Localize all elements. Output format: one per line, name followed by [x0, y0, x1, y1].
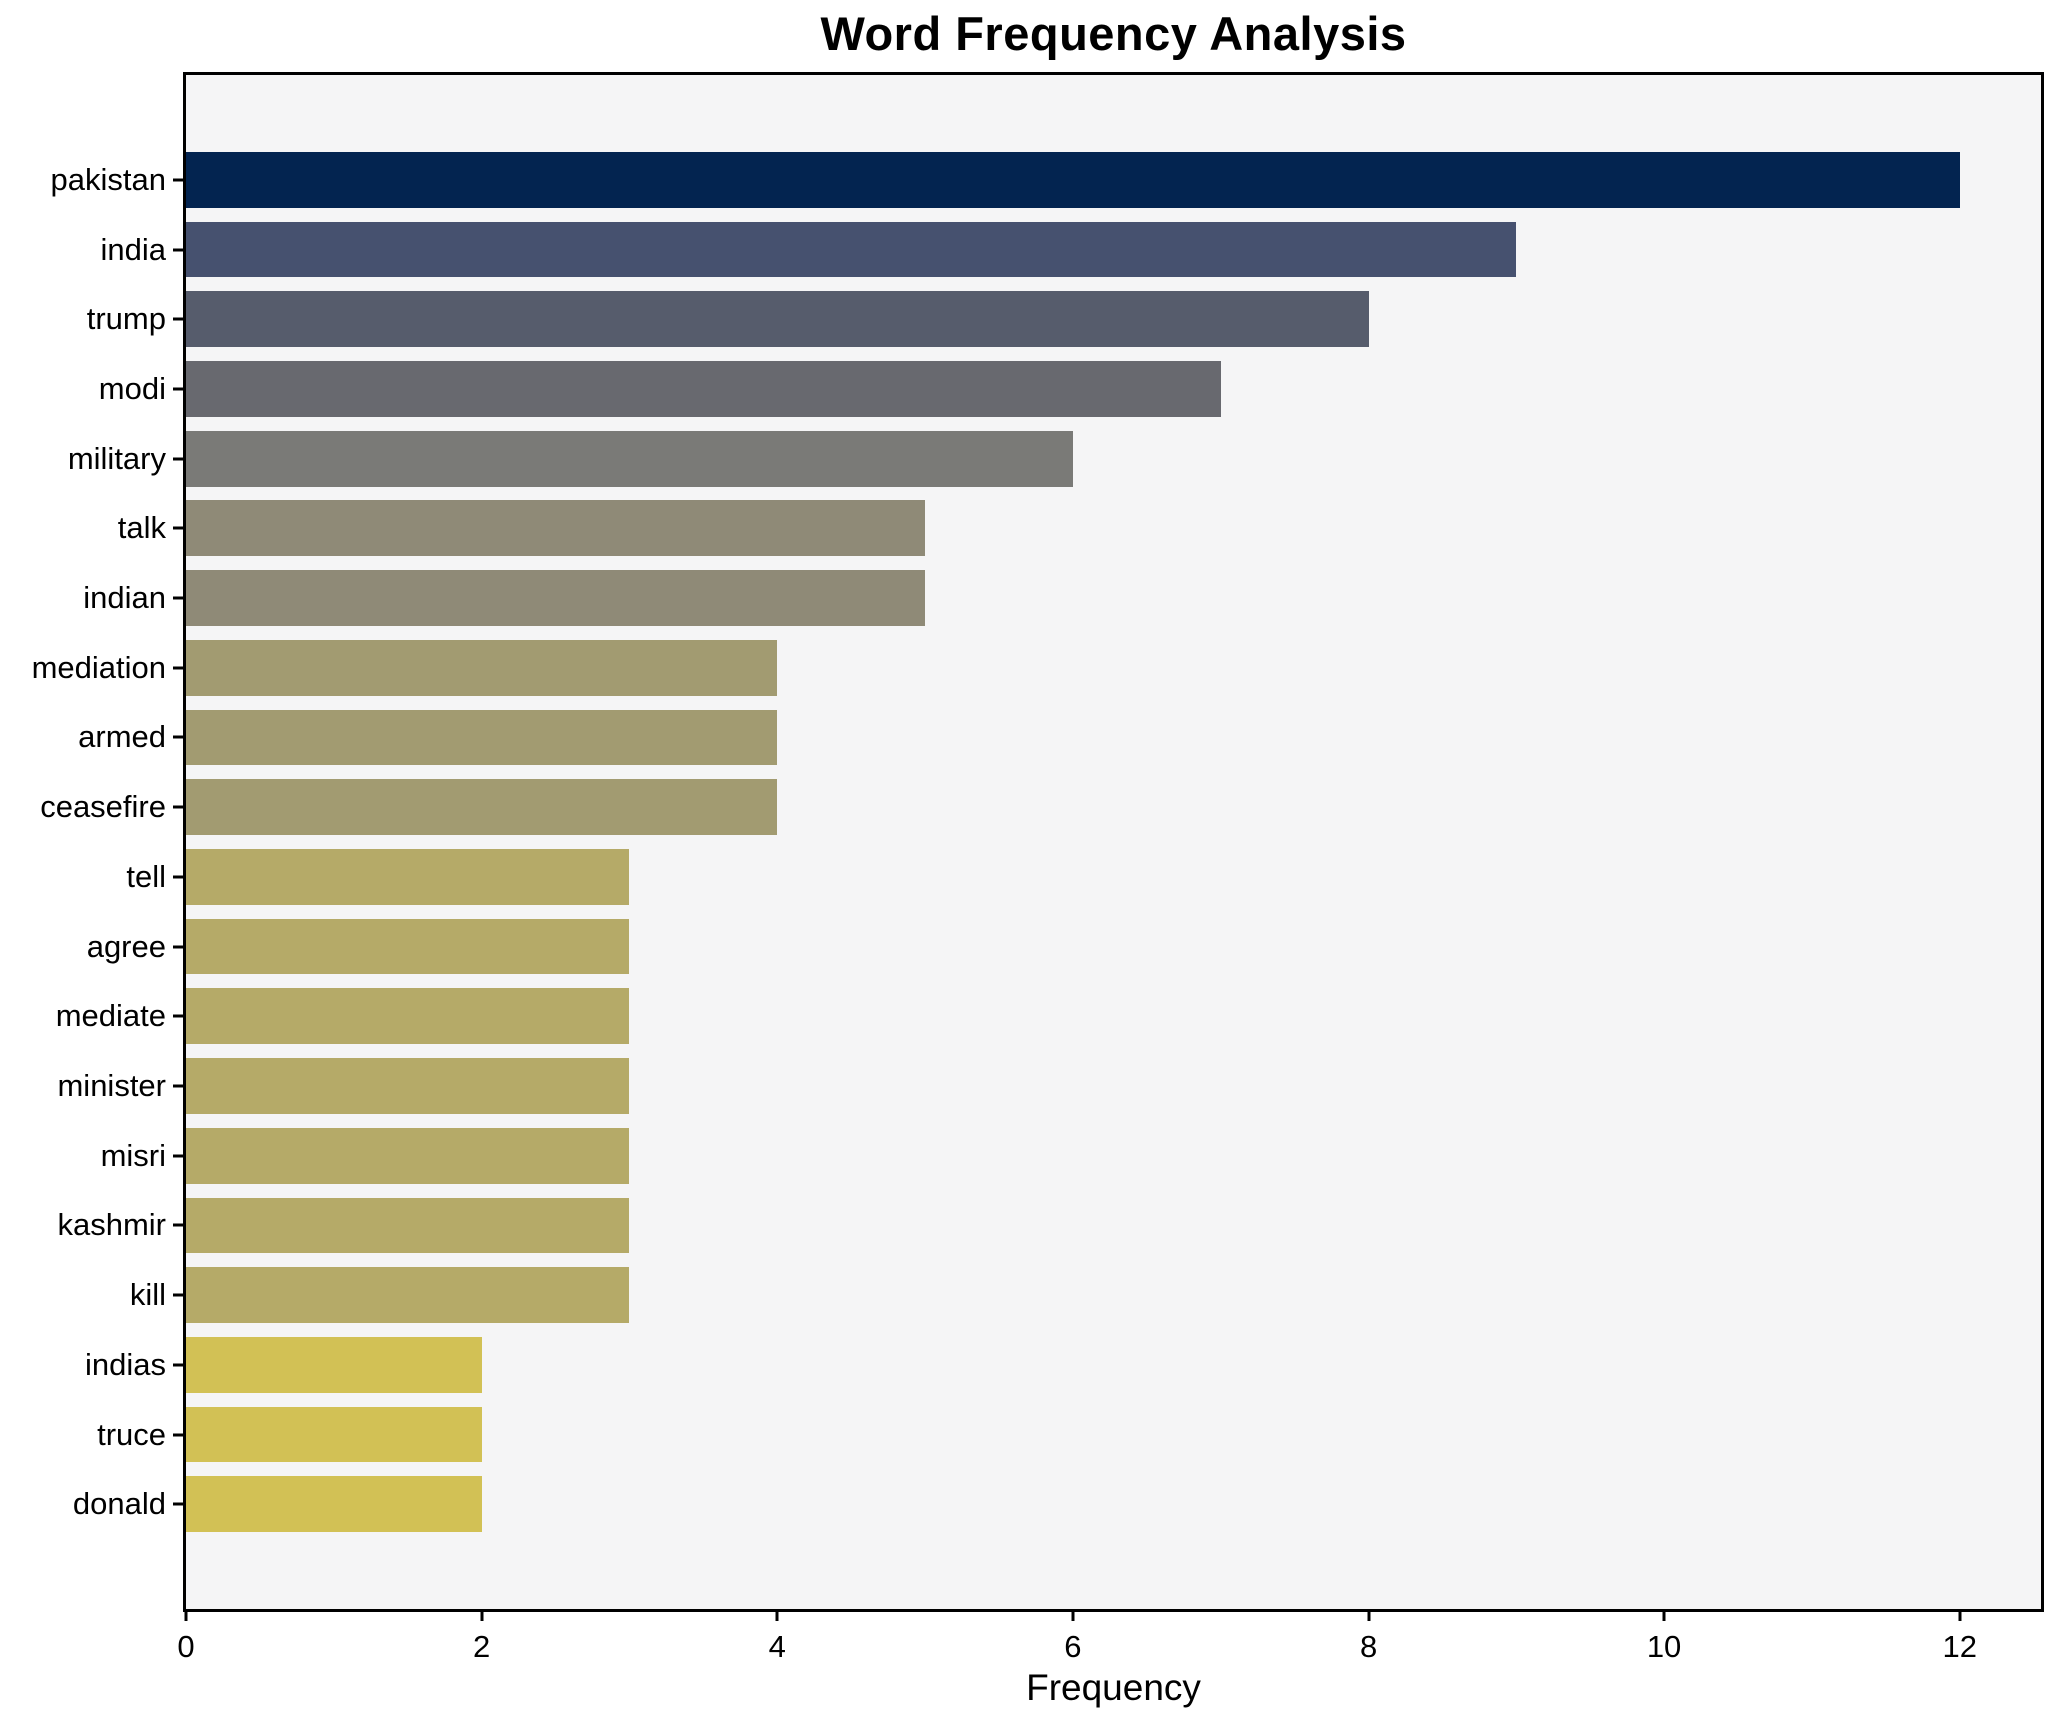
bar-modi [186, 361, 1221, 417]
bar-donald [186, 1476, 482, 1533]
y-tick-mark [173, 596, 183, 600]
y-tick-mark [173, 1502, 183, 1506]
y-tick-label-misri: misri [100, 1137, 166, 1173]
y-tick-label-armed: armed [78, 719, 166, 755]
bar-truce [186, 1406, 482, 1463]
bar-row-talk: talk [118, 494, 2041, 564]
x-tick-label: 0 [177, 1629, 195, 1664]
y-tick-mark [173, 1433, 183, 1436]
bar-row-mediation: mediation [32, 633, 2041, 703]
bar-row-pakistan: pakistan [51, 145, 2041, 215]
bar-mediate [186, 988, 630, 1045]
bar-tell [186, 849, 630, 905]
x-tick-mark [1071, 1609, 1075, 1621]
y-tick-label-military: military [67, 440, 166, 476]
bar-indias [186, 1336, 482, 1393]
bar-minister [186, 1058, 630, 1114]
bar-trump [186, 291, 1369, 348]
y-tick-mark [173, 1154, 183, 1158]
bar-pakistan [186, 151, 1960, 208]
y-tick-label-mediation: mediation [31, 649, 166, 685]
plot-area: pakistan india trump modi military talk indian… [32, 72, 2044, 1708]
y-tick-mark [173, 1084, 183, 1088]
y-tick-mark [173, 1223, 183, 1227]
bar-row-tell: tell [126, 842, 2041, 912]
y-tick-mark [173, 1014, 183, 1018]
y-tick-label-mediate: mediate [55, 998, 166, 1034]
x-tick-mark [1662, 1609, 1666, 1621]
bar-row-india: india [101, 215, 2041, 285]
x-tick-mark [775, 1609, 779, 1621]
bar-row-military: military [68, 424, 2041, 494]
chart-title: Word Frequency Analysis [820, 7, 1407, 60]
y-tick-label-talk: talk [117, 510, 166, 546]
x-tick-label: 6 [1064, 1629, 1082, 1664]
bar-kashmir [186, 1197, 630, 1254]
y-tick-label-modi: modi [98, 370, 166, 406]
y-tick-mark [173, 387, 183, 391]
bar-row-kill: kill [130, 1260, 2041, 1330]
bar-mediation [186, 639, 778, 696]
bar-kill [186, 1267, 630, 1323]
y-tick-label-ceasefire: ceasefire [40, 789, 166, 825]
bar-indian [186, 570, 926, 626]
bar-row-indian: indian [83, 563, 2041, 633]
x-tick-mark [1367, 1609, 1371, 1621]
y-tick-label-india: india [100, 231, 167, 267]
bar-armed [186, 709, 778, 766]
bar-row-trump: trump [87, 284, 2041, 354]
bar-row-ceasefire: ceasefire [40, 772, 2041, 842]
bars-container: pakistan india trump modi military talk indian… [32, 75, 2041, 1609]
y-tick-mark [173, 248, 183, 252]
y-tick-label-agree: agree [86, 928, 166, 964]
y-tick-mark [173, 526, 183, 530]
y-tick-label-minister: minister [57, 1067, 166, 1103]
bar-agree [186, 918, 630, 975]
bar-misri [186, 1127, 630, 1184]
y-tick-label-indian: indian [83, 580, 166, 616]
y-tick-mark [173, 945, 183, 949]
bar-india [186, 221, 1517, 278]
bar-row-truce: truce [97, 1400, 2041, 1470]
y-tick-label-donald: donald [72, 1486, 166, 1522]
y-tick-label-truce: truce [97, 1416, 166, 1452]
x-tick-label: 8 [1359, 1629, 1378, 1664]
bar-military [186, 430, 1073, 487]
bar-talk [186, 500, 926, 557]
bar-ceasefire [186, 779, 778, 836]
x-axis-label: Frequency [1026, 1667, 1201, 1708]
x-tick-mark [480, 1609, 484, 1621]
bar-row-kashmir: kashmir [57, 1191, 2041, 1261]
y-tick-label-pakistan: pakistan [50, 161, 166, 197]
y-tick-label-kill: kill [129, 1277, 166, 1313]
bar-row-misri: misri [101, 1121, 2041, 1191]
x-tick-mark [184, 1609, 188, 1621]
y-tick-label-trump: trump [86, 301, 166, 337]
y-tick-mark [173, 735, 183, 739]
y-tick-mark [173, 1293, 183, 1297]
bar-row-indias: indias [85, 1330, 2041, 1400]
x-tick-label: 4 [768, 1629, 786, 1664]
bar-row-armed: armed [78, 703, 2041, 773]
y-tick-mark [173, 178, 183, 182]
y-tick-mark [173, 666, 183, 670]
y-tick-label-indias: indias [85, 1346, 166, 1382]
x-tick-label: 12 [1942, 1629, 1977, 1664]
bar-row-modi: modi [99, 354, 2041, 424]
y-tick-mark [173, 875, 183, 879]
y-tick-mark [173, 317, 183, 321]
x-tick-mark [1958, 1609, 1962, 1621]
y-tick-mark [173, 1363, 183, 1367]
y-tick-label-kashmir: kashmir [57, 1207, 166, 1243]
bar-row-donald: donald [73, 1469, 2041, 1539]
bar-row-minister: minister [57, 1051, 2041, 1121]
x-tick-label: 10 [1646, 1629, 1682, 1664]
y-tick-mark [173, 457, 183, 461]
y-tick-label-tell: tell [126, 858, 166, 894]
bar-row-agree: agree [87, 912, 2041, 982]
bar-row-mediate: mediate [56, 981, 2041, 1051]
y-tick-mark [173, 805, 183, 809]
x-tick-label: 2 [473, 1629, 491, 1664]
